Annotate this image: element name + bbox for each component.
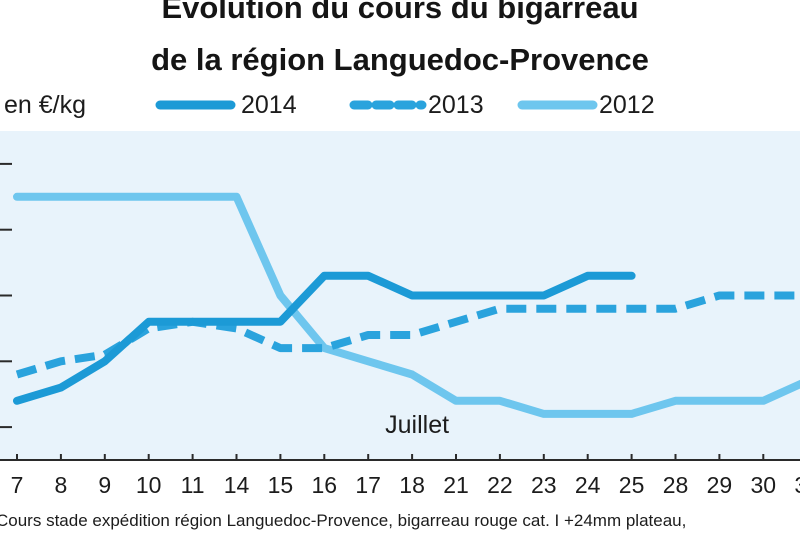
x-tick-label: 30	[751, 472, 777, 498]
x-tick-label: 28	[663, 472, 689, 498]
series-line-2013	[15, 291, 800, 379]
x-tick-label: 8	[55, 472, 68, 498]
month-annotation-label: Juillet	[385, 411, 449, 439]
legend-item-2013: 2013	[349, 88, 512, 122]
series-line-2014	[13, 271, 636, 405]
month-annotations: JuilletA	[385, 411, 449, 439]
x-tick-label: 31	[794, 472, 800, 498]
x-tick-label: 9	[98, 472, 111, 498]
legend-item-2012: 2012	[517, 88, 680, 122]
y-axis-unit-label: en €/kg	[4, 91, 87, 119]
chart-title-line-2: de la région Languedoc-Provence	[151, 42, 649, 77]
x-tick-label: 18	[399, 472, 425, 498]
legend-swatch-2012	[517, 100, 598, 110]
x-tick-label: 23	[531, 472, 557, 498]
x-tick-label: 22	[487, 472, 513, 498]
x-tick-label: 10	[136, 472, 162, 498]
series-layer	[13, 192, 800, 418]
source-footnote: Cours stade expédition région Languedoc-…	[0, 511, 687, 530]
x-tick-label: 16	[312, 472, 338, 498]
x-tick-label: 7	[11, 472, 24, 498]
x-tick-label: 17	[355, 472, 381, 498]
legend-item-2014: 2014	[155, 88, 318, 122]
legend-swatch-2014	[155, 100, 236, 110]
legend-label-2014: 2014	[241, 91, 297, 119]
y-axis-ticks	[0, 162, 12, 429]
x-tick-label: 11	[181, 472, 205, 498]
x-tick-label: 25	[619, 472, 645, 498]
legend-label-2012: 2012	[599, 91, 655, 119]
legend-swatch-2013	[349, 100, 427, 110]
x-tick-label: 29	[707, 472, 733, 498]
x-tick-label: 24	[575, 472, 601, 498]
x-tick-label: 21	[443, 472, 469, 498]
legend-label-2013: 2013	[428, 91, 484, 119]
x-tick-label: 14	[224, 472, 250, 498]
series-line-2012	[13, 192, 800, 418]
x-axis-labels: 7 8 9 10 11 14 15 16 17 18 21 22 23 24 25 28 29 30 31	[11, 454, 800, 498]
x-tick-label: 15	[268, 472, 294, 498]
chart-title-line-1: Evolution du cours du bigarreau	[161, 0, 639, 25]
